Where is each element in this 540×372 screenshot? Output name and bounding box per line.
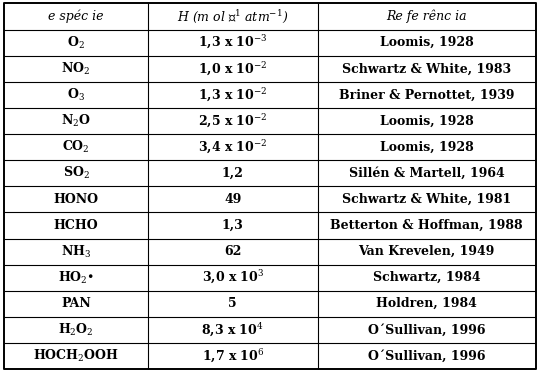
Text: 1,7 x 10$^6$: 1,7 x 10$^6$	[201, 347, 264, 365]
Text: 1,3: 1,3	[222, 219, 244, 232]
Text: Van Krevelen, 1949: Van Krevelen, 1949	[359, 245, 495, 258]
Text: Betterton & Hoffman, 1988: Betterton & Hoffman, 1988	[330, 219, 523, 232]
Text: O$_3$: O$_3$	[67, 87, 85, 103]
Text: CO$_2$: CO$_2$	[62, 139, 90, 155]
Text: HCHO: HCHO	[54, 219, 98, 232]
Text: Schwartz & White, 1981: Schwartz & White, 1981	[342, 193, 511, 206]
Text: SO$_2$: SO$_2$	[63, 165, 90, 181]
Text: 1,3 x 10$^{-2}$: 1,3 x 10$^{-2}$	[198, 86, 267, 104]
Text: NH$_3$: NH$_3$	[61, 244, 91, 260]
Text: 3,4 x 10$^{-2}$: 3,4 x 10$^{-2}$	[198, 138, 267, 156]
Text: Loomis, 1928: Loomis, 1928	[380, 115, 474, 128]
Text: 8,3 x 10$^4$: 8,3 x 10$^4$	[201, 321, 264, 339]
Text: 5: 5	[228, 297, 237, 310]
Text: 1,0 x 10$^{-2}$: 1,0 x 10$^{-2}$	[198, 60, 267, 77]
Text: Loomis, 1928: Loomis, 1928	[380, 36, 474, 49]
Text: PAN: PAN	[61, 297, 91, 310]
Text: Briner & Pernottet, 1939: Briner & Pernottet, 1939	[339, 89, 515, 102]
Text: Schwartz & White, 1983: Schwartz & White, 1983	[342, 62, 511, 76]
Text: H (m ol ℓ$^1$ atm$^{-1}$): H (m ol ℓ$^1$ atm$^{-1}$)	[177, 8, 288, 25]
Text: Sillén & Martell, 1964: Sillén & Martell, 1964	[349, 167, 504, 180]
Text: Re fe rênc ia: Re fe rênc ia	[387, 10, 467, 23]
Text: O´Sullivan, 1996: O´Sullivan, 1996	[368, 349, 485, 362]
Text: 1,3 x 10$^{-3}$: 1,3 x 10$^{-3}$	[198, 34, 268, 51]
Text: e spéc ie: e spéc ie	[48, 10, 104, 23]
Text: 1,2: 1,2	[222, 167, 244, 180]
Text: Schwartz, 1984: Schwartz, 1984	[373, 271, 481, 284]
Text: O$_2$: O$_2$	[67, 35, 85, 51]
Text: 3,0 x 10$^3$: 3,0 x 10$^3$	[201, 269, 264, 286]
Text: 62: 62	[224, 245, 241, 258]
Text: Holdren, 1984: Holdren, 1984	[376, 297, 477, 310]
Text: HO$_2$•: HO$_2$•	[58, 270, 94, 286]
Text: 2,5 x 10$^{-2}$: 2,5 x 10$^{-2}$	[198, 112, 267, 130]
Text: 49: 49	[224, 193, 241, 206]
Text: H$_2$O$_2$: H$_2$O$_2$	[58, 322, 94, 338]
Text: NO$_2$: NO$_2$	[62, 61, 91, 77]
Text: O´Sullivan, 1996: O´Sullivan, 1996	[368, 323, 485, 336]
Text: HONO: HONO	[53, 193, 99, 206]
Text: HOCH$_2$OOH: HOCH$_2$OOH	[33, 348, 119, 364]
Text: Loomis, 1928: Loomis, 1928	[380, 141, 474, 154]
Text: N$_2$O: N$_2$O	[61, 113, 91, 129]
